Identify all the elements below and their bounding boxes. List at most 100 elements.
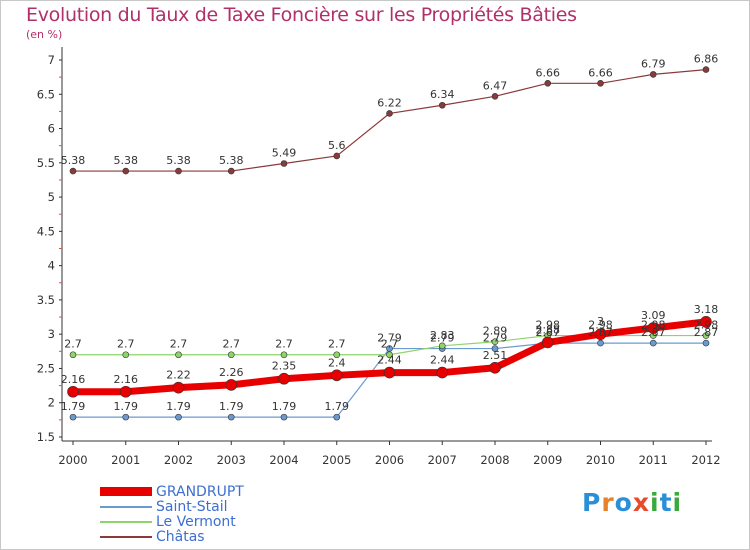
legend-item-le-vermont: Le Vermont: [100, 514, 244, 530]
data-point-grandrupt: [67, 385, 79, 398]
data-label-saint-stail: 2.87: [694, 326, 719, 339]
chart-title: Evolution du Taux de Taxe Foncière sur l…: [26, 4, 577, 26]
data-point-le-vermont: [491, 338, 499, 346]
logo-letter: t: [659, 488, 673, 517]
data-label-chatas: 5.6: [328, 139, 346, 152]
data-point-saint-stail: [702, 339, 710, 347]
data-label-saint-stail: 1.79: [166, 400, 191, 413]
data-label-le-vermont: 2.7: [64, 338, 82, 351]
data-point-grandrupt: [700, 316, 712, 328]
x-tick-label: 2012: [691, 453, 720, 467]
data-label-chatas: 6.66: [588, 66, 613, 79]
data-label-le-vermont: 2.7: [170, 338, 188, 351]
data-point-saint-stail: [175, 413, 182, 421]
data-label-chatas: 6.34: [430, 88, 455, 101]
data-point-le-vermont: [227, 351, 235, 359]
data-label-saint-stail: 2.87: [588, 326, 613, 339]
data-point-grandrupt: [647, 322, 660, 334]
x-tick-label: 2011: [639, 453, 668, 467]
y-tick-label: 4.5: [37, 224, 55, 238]
x-tick-label: 2006: [375, 453, 404, 467]
y-axis-unit: (en %): [26, 28, 63, 41]
data-label-grandrupt: 2.22: [166, 369, 191, 382]
legend-item-grandrupt: GRANDRUPT: [100, 484, 244, 500]
data-point-le-vermont: [69, 351, 77, 359]
logo-letter: o: [614, 488, 633, 517]
data-label-grandrupt: 2.44: [430, 354, 455, 367]
data-point-grandrupt: [594, 328, 607, 340]
data-point-grandrupt: [383, 366, 396, 379]
data-label-le-vermont: 2.98: [641, 319, 666, 332]
data-label-saint-stail: 2.79: [483, 332, 508, 345]
legend-item-chatas: Châtas: [100, 529, 244, 545]
data-label-chatas: 6.47: [483, 79, 508, 92]
data-label-saint-stail: 2.79: [377, 332, 402, 345]
data-label-saint-stail: 2.87: [536, 326, 561, 339]
data-point-chatas: [597, 80, 604, 87]
data-point-saint-stail: [491, 345, 499, 352]
x-tick-label: 2004: [269, 453, 298, 467]
data-label-grandrupt: 2.16: [114, 373, 139, 386]
data-point-chatas: [175, 167, 182, 175]
data-point-chatas: [649, 71, 657, 78]
x-tick-label: 2009: [533, 453, 562, 467]
y-tick-label: 5.5: [37, 156, 55, 170]
data-point-grandrupt: [489, 361, 501, 374]
data-label-le-vermont: 2.83: [430, 329, 455, 342]
data-label-grandrupt: 3: [597, 315, 604, 328]
data-point-chatas: [122, 167, 130, 175]
data-point-saint-stail: [597, 339, 604, 347]
data-label-le-vermont: 2.89: [483, 325, 508, 338]
data-label-chatas: 6.86: [694, 53, 719, 66]
data-point-le-vermont: [386, 351, 393, 359]
data-label-grandrupt: 3.18: [694, 303, 719, 316]
data-point-saint-stail: [333, 413, 341, 421]
y-tick-label: 6.5: [37, 87, 55, 101]
data-point-chatas: [438, 101, 446, 109]
x-tick-label: 2002: [164, 453, 193, 467]
x-tick-label: 2005: [322, 453, 351, 467]
logo-letter: x: [632, 488, 650, 517]
data-label-saint-stail: 2.79: [430, 332, 455, 345]
data-label-saint-stail: 1.79: [219, 400, 244, 413]
data-label-le-vermont: 2.7: [275, 338, 293, 351]
data-point-chatas: [227, 167, 235, 175]
y-tick-label: 1.5: [37, 430, 55, 444]
data-point-saint-stail: [227, 413, 235, 421]
y-tick-label: 2: [48, 396, 55, 410]
data-label-chatas: 5.38: [114, 154, 139, 167]
data-label-le-vermont: 2.98: [588, 319, 613, 332]
legend: GRANDRUPT Saint-Stail Le Vermont Châtas: [100, 484, 244, 545]
data-label-chatas: 5.49: [272, 147, 297, 160]
data-label-grandrupt: 2.26: [219, 366, 244, 379]
x-tick-label: 2007: [428, 453, 457, 467]
data-point-le-vermont: [333, 351, 341, 359]
y-tick-label: 4: [48, 259, 55, 273]
logo-letter: i: [650, 488, 660, 517]
data-label-le-vermont: 2.98: [536, 319, 561, 332]
y-tick-label: 3.5: [37, 293, 55, 307]
data-label-chatas: 6.66: [536, 66, 561, 79]
data-point-le-vermont: [702, 332, 710, 339]
data-label-grandrupt: 2.35: [272, 360, 297, 373]
legend-item-saint-stail: Saint-Stail: [100, 499, 244, 515]
data-point-chatas: [69, 167, 77, 175]
legend-swatch: [100, 505, 152, 508]
data-point-chatas: [544, 80, 552, 87]
data-point-grandrupt: [541, 336, 554, 349]
y-tick-label: 5: [48, 190, 55, 204]
data-point-le-vermont: [438, 342, 446, 350]
data-label-saint-stail: 1.79: [114, 400, 139, 413]
data-point-grandrupt: [436, 366, 449, 379]
data-label-le-vermont: 2.98: [694, 319, 719, 332]
data-label-saint-stail: 1.79: [61, 400, 86, 413]
logo-letter: r: [601, 488, 615, 517]
data-point-chatas: [280, 160, 288, 167]
x-tick-label: 2000: [58, 453, 87, 467]
data-label-grandrupt: 3.09: [641, 309, 666, 322]
data-label-chatas: 5.38: [61, 154, 86, 167]
legend-swatch: [100, 520, 152, 523]
